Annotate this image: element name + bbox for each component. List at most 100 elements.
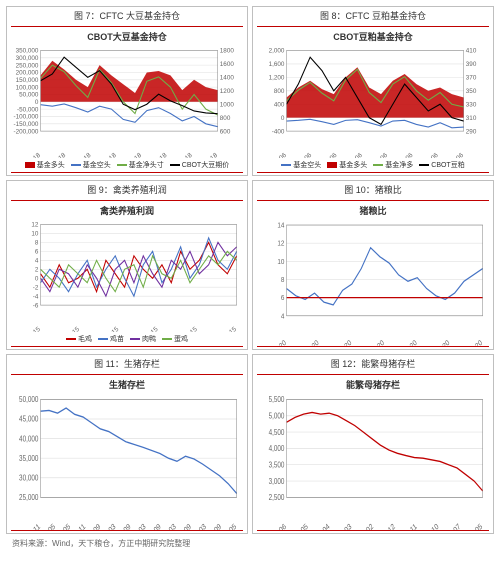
- svg-text:2015-08-18: 2015-08-18: [114, 152, 143, 158]
- legend-swatch: [419, 164, 429, 166]
- chart-cell-0: 图 7：CFTC 大豆基金持仓CBOT大豆基金持仓-200,000-150,00…: [6, 6, 248, 176]
- svg-text:150,000: 150,000: [16, 77, 39, 84]
- legend-item: CBOT大豆期价: [170, 160, 229, 170]
- legend-swatch: [66, 338, 76, 340]
- chart-plot: -40004008001,2001,6002,00029031033035037…: [257, 46, 489, 158]
- legend-label: 鸡苗: [110, 334, 124, 344]
- svg-text:2013-07-06: 2013-07-06: [309, 152, 338, 158]
- chart-caption: 图 12：能繁母猪存栏: [253, 355, 493, 372]
- chart-legend: 基金多头基金空头基金净头寸CBOT大豆期价: [11, 158, 243, 172]
- svg-text:4,000: 4,000: [269, 443, 285, 453]
- svg-text:14: 14: [277, 222, 284, 230]
- svg-text:10: 10: [31, 231, 38, 238]
- legend-item: 基金多头: [25, 160, 65, 170]
- chart-panel: CBOT大豆基金持仓-200,000-150,000-100,000-50,00…: [11, 26, 243, 173]
- svg-text:2017-07-06: 2017-07-06: [411, 152, 440, 158]
- legend-item: 鸡苗: [98, 334, 124, 344]
- svg-text:2011-08-18: 2011-08-18: [13, 152, 42, 158]
- chart-caption: 图 7：CFTC 大豆基金持仓: [7, 7, 247, 24]
- svg-text:2016-02-20: 2016-02-20: [357, 339, 386, 346]
- svg-text:10: 10: [277, 258, 284, 266]
- svg-text:25,000: 25,000: [19, 492, 38, 502]
- svg-text:410: 410: [466, 48, 477, 55]
- chart-panel: 猪粮比4681012142013-02-202014-02-202015-07-…: [257, 200, 489, 347]
- svg-text:2018-08-18: 2018-08-18: [190, 152, 219, 158]
- chart-cell-3: 图 10：猪粮比猪粮比4681012142013-02-202014-02-20…: [252, 180, 494, 350]
- svg-text:2018-07-20: 2018-07-20: [455, 339, 484, 346]
- legend-item: 肉鸭: [130, 334, 156, 344]
- svg-text:2011-07-06: 2011-07-06: [259, 152, 288, 158]
- legend-item: 基金净多: [373, 160, 413, 170]
- svg-text:800: 800: [274, 88, 285, 95]
- chart-cell-1: 图 8：CFTC 豆粕基金持仓CBOT豆粕基金持仓-40004008001,20…: [252, 6, 494, 176]
- legend-swatch: [25, 162, 35, 168]
- legend-swatch: [281, 164, 291, 166]
- svg-text:2: 2: [35, 266, 39, 273]
- legend-swatch: [162, 338, 172, 340]
- chart-title: CBOT豆粕基金持仓: [257, 27, 489, 46]
- svg-text:2019-05: 2019-05: [461, 521, 484, 530]
- chart-plot: 2,5003,0003,5004,0004,5005,0005,5002011-…: [257, 394, 489, 530]
- svg-text:2015-07-20: 2015-07-20: [324, 339, 353, 346]
- svg-text:-400: -400: [272, 128, 285, 135]
- svg-text:350,000: 350,000: [16, 48, 39, 55]
- svg-text:45,000: 45,000: [19, 414, 38, 424]
- chart-title: 禽类养殖利润: [11, 201, 243, 220]
- chart-legend: 毛鸡 鸡苗肉鸭 蛋鸡: [11, 332, 243, 346]
- chart-panel: 能繁母猪存栏2,5003,0003,5004,0004,5005,0005,50…: [257, 374, 489, 531]
- legend-item: 蛋鸡: [162, 334, 188, 344]
- legend-swatch: [373, 164, 383, 166]
- svg-text:-2: -2: [33, 284, 39, 291]
- svg-text:12: 12: [277, 240, 284, 248]
- svg-text:390: 390: [466, 61, 477, 68]
- svg-text:2014-07-06: 2014-07-06: [335, 152, 364, 158]
- chart-title: 猪粮比: [257, 201, 489, 220]
- svg-text:2,000: 2,000: [269, 48, 285, 55]
- legend-label: 基金空头: [293, 160, 321, 170]
- legend-item: 毛鸡: [66, 334, 92, 344]
- svg-text:2011-11: 2011-11: [20, 521, 42, 530]
- svg-text:4,500: 4,500: [269, 427, 285, 437]
- svg-text:800: 800: [220, 115, 231, 122]
- svg-text:200,000: 200,000: [16, 70, 39, 77]
- svg-text:600: 600: [220, 128, 231, 135]
- chart-plot: 4681012142013-02-202014-02-202015-07-202…: [257, 220, 489, 346]
- svg-text:5,000: 5,000: [269, 411, 285, 421]
- legend-swatch: [117, 164, 127, 166]
- legend-label: 蛋鸡: [174, 334, 188, 344]
- legend-item: 基金净头寸: [117, 160, 164, 170]
- page-root: 图 7：CFTC 大豆基金持仓CBOT大豆基金持仓-200,000-150,00…: [0, 0, 500, 584]
- svg-text:3,000: 3,000: [269, 476, 285, 486]
- svg-text:40,000: 40,000: [19, 434, 38, 444]
- svg-text:0: 0: [281, 115, 285, 122]
- svg-text:0: 0: [35, 275, 39, 282]
- legend-item: 基金空头: [281, 160, 321, 170]
- svg-text:1,200: 1,200: [269, 74, 285, 81]
- legend-label: CBOT大豆期价: [182, 160, 229, 170]
- svg-text:350: 350: [466, 88, 477, 95]
- legend-swatch: [327, 162, 337, 168]
- legend-item: 基金多头: [327, 160, 367, 170]
- svg-text:2017-10: 2017-10: [417, 521, 440, 530]
- svg-text:30,000: 30,000: [19, 473, 38, 483]
- chart-cell-2: 图 9：禽类养殖利润禽类养殖利润-6-4-20246810122013-05-1…: [6, 180, 248, 350]
- svg-text:2,500: 2,500: [269, 492, 285, 502]
- svg-text:8: 8: [35, 239, 39, 246]
- chart-cell-4: 图 11：生猪存栏生猪存栏25,00030,00035,00040,00045,…: [6, 354, 248, 534]
- svg-text:300,000: 300,000: [16, 55, 39, 62]
- chart-panel: CBOT豆粕基金持仓-40004008001,2001,6002,0002903…: [257, 26, 489, 173]
- legend-label: 毛鸡: [78, 334, 92, 344]
- svg-text:1400: 1400: [220, 74, 234, 81]
- svg-text:-150,000: -150,000: [13, 121, 38, 128]
- svg-text:2012-08-18: 2012-08-18: [38, 152, 67, 158]
- chart-panel: 生猪存栏25,00030,00035,00040,00045,00050,000…: [11, 374, 243, 531]
- svg-text:6: 6: [35, 248, 39, 255]
- legend-item: CBOT豆粕: [419, 160, 464, 170]
- svg-text:2014-03: 2014-03: [330, 521, 353, 530]
- svg-text:2016-11: 2016-11: [396, 521, 418, 530]
- svg-text:2013-04: 2013-04: [308, 521, 331, 530]
- svg-text:2017-07-20: 2017-07-20: [390, 339, 419, 346]
- legend-swatch: [170, 164, 180, 166]
- svg-text:2016-05-15: 2016-05-15: [130, 326, 159, 332]
- chart-plot: -6-4-20246810122013-05-152014-05-152015-…: [11, 220, 243, 332]
